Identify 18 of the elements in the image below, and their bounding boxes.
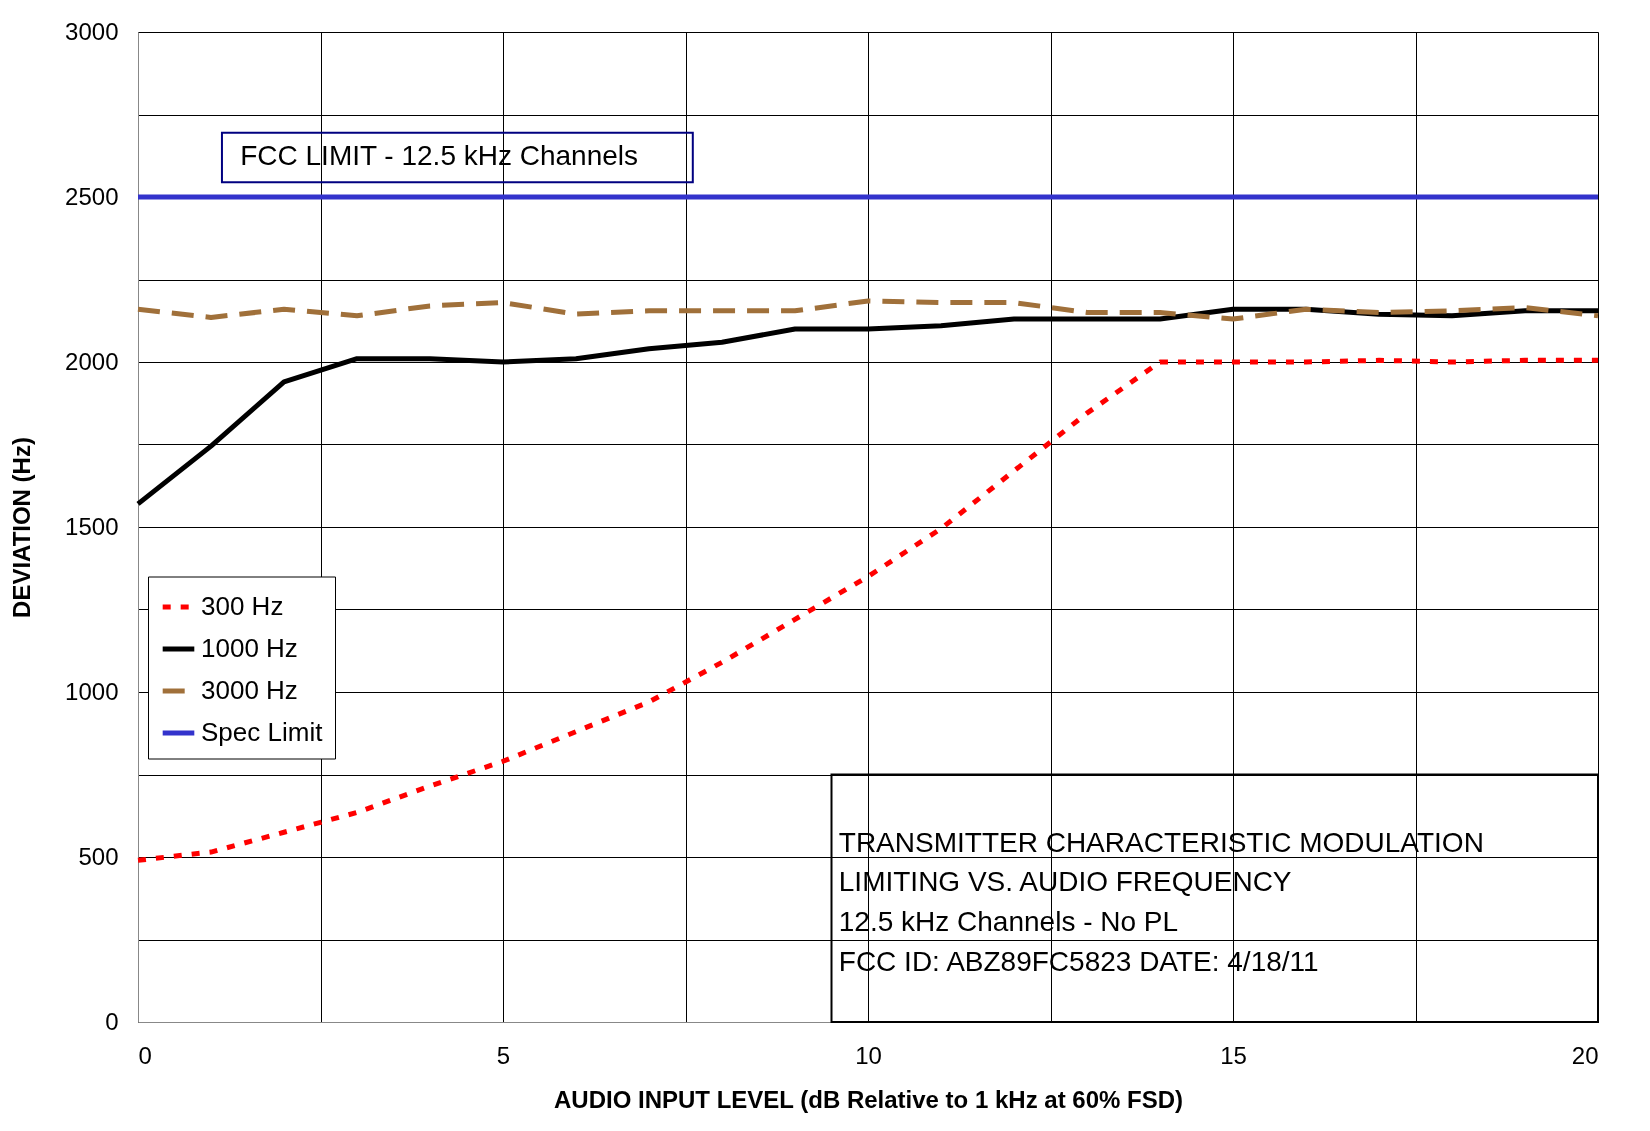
legend-label: 300 Hz bbox=[201, 591, 284, 621]
x-tick-label: 0 bbox=[138, 1041, 152, 1069]
x-tick-label: 10 bbox=[855, 1041, 882, 1069]
y-tick-label: 500 bbox=[78, 842, 119, 870]
y-tick-label: 3000 bbox=[65, 17, 119, 45]
y-tick-label: 2500 bbox=[65, 182, 119, 210]
x-tick-label: 15 bbox=[1220, 1041, 1247, 1069]
y-tick-label: 1500 bbox=[65, 512, 119, 540]
y-axis-title: DEVIATION (Hz) bbox=[8, 437, 36, 618]
x-axis-title: AUDIO INPUT LEVEL (dB Relative to 1 kHz at 60% FSD) bbox=[553, 1085, 1184, 1113]
x-tick-label: 5 bbox=[496, 1041, 511, 1069]
y-tick-label: 0 bbox=[105, 1007, 119, 1035]
legend-label: 3000 Hz bbox=[201, 675, 298, 705]
legend-label: 1000 Hz bbox=[201, 633, 298, 663]
y-tick-label: 2000 bbox=[65, 347, 119, 375]
y-tick-label: 1000 bbox=[65, 677, 119, 705]
legend-label: Spec Limit bbox=[201, 717, 324, 747]
x-tick-label: 20 bbox=[1571, 1041, 1599, 1069]
